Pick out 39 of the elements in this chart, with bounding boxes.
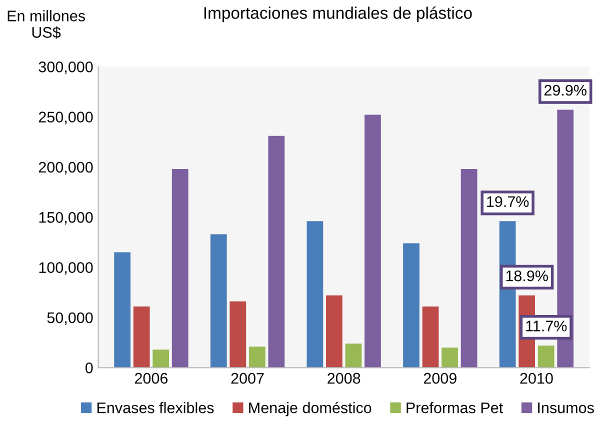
annotation: 18.9% (506, 270, 548, 282)
x-tick-label: 2010 (520, 372, 553, 384)
y-axis-title: En millones US$ (8, 10, 85, 39)
legend-label: Insumos (538, 402, 594, 414)
annotation: 11.7% (526, 320, 567, 332)
bar (152, 350, 170, 368)
annotation: 19.7% (487, 196, 529, 208)
bar (345, 344, 362, 368)
bar (403, 243, 420, 368)
x-tick-label: 2007 (231, 372, 264, 384)
y-tick-label: 50,000 (47, 312, 93, 325)
y-tick-label: 100,000 (39, 262, 93, 275)
y-tick-label: 300,000 (38, 62, 93, 74)
x-tick-label: 2006 (134, 372, 168, 384)
bar (306, 221, 324, 368)
bar (230, 301, 246, 368)
bar (422, 306, 439, 368)
y-tick-label: 200,000 (38, 162, 93, 174)
bar (248, 346, 266, 368)
bar (210, 234, 227, 368)
bar (114, 252, 131, 368)
legend-label: Preformas Pet (406, 402, 503, 414)
legend-label: Envases flexibles (97, 402, 214, 414)
bar (133, 306, 150, 368)
x-tick-label: 2009 (424, 372, 456, 384)
bar (172, 168, 188, 368)
y-tick-label: 250,000 (38, 112, 93, 124)
bar (460, 168, 478, 368)
annotation: 29.9% (544, 84, 586, 96)
bar (538, 346, 554, 368)
y-tick-label: 0 (85, 362, 93, 374)
x-tick-label: 2008 (328, 372, 360, 384)
y-tick-label: 150,000 (39, 212, 93, 225)
bar (364, 114, 381, 368)
legend-label: Menaje doméstico (249, 402, 372, 416)
chart-title: Importaciones mundiales de plástico (204, 6, 472, 22)
bar (326, 295, 342, 368)
bar (268, 136, 285, 368)
bar (442, 348, 458, 368)
